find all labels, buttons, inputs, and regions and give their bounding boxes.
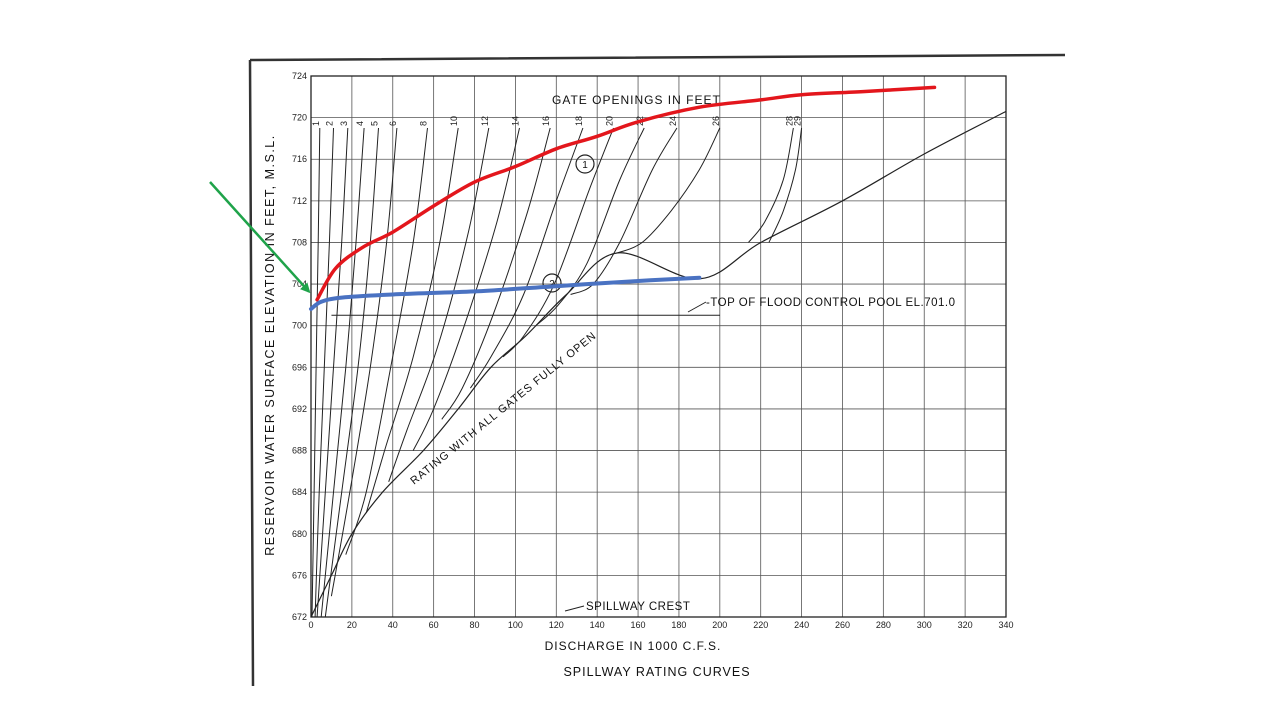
x-tick-label: 100: [508, 620, 523, 630]
gate-label-28: 28: [784, 116, 794, 126]
y-tick-label: 720: [292, 113, 307, 123]
x-tick-label: 80: [470, 620, 480, 630]
gate-label-12: 12: [480, 116, 490, 126]
gate-curve-16: [441, 127, 551, 420]
y-tick-label: 692: [292, 404, 307, 414]
x-tick-label: 320: [958, 620, 973, 630]
x-tick-label: 200: [712, 620, 727, 630]
circled-mark-2: 2: [542, 273, 562, 293]
gate-curve-1: [311, 127, 321, 618]
plot-frame: [310, 75, 1007, 618]
y-tick-label: 712: [292, 196, 307, 206]
x-tick-label: 160: [631, 620, 646, 630]
x-tick-label: 0: [308, 620, 313, 630]
gate-curve-6: [330, 127, 398, 597]
x-tick-label: 60: [429, 620, 439, 630]
gate-label-14: 14: [511, 116, 521, 126]
gate-opening-curves: [311, 127, 803, 618]
gate-curve-14: [412, 127, 520, 451]
y-tick-label: 672: [292, 612, 307, 622]
x-tick-label: 260: [835, 620, 850, 630]
blue-annotation-curve: [309, 275, 702, 311]
gate-label-16: 16: [541, 116, 551, 126]
gate-label-4: 4: [355, 121, 365, 126]
y-tick-label: 724: [292, 71, 307, 81]
gate-curve-24: [570, 127, 678, 295]
gate-curve-4: [320, 127, 365, 618]
y-tick-label: 716: [292, 154, 307, 164]
spillway-crest-leader: [564, 605, 585, 612]
x-tick-label: 280: [876, 620, 891, 630]
chart-title: SPILLWAY RATING CURVES: [563, 665, 750, 679]
gate-label-20: 20: [605, 116, 615, 126]
gate-curve-22: [535, 127, 645, 327]
y-tick-label: 704: [292, 279, 307, 289]
y-tick-label: 684: [292, 487, 307, 497]
x-tick-label: 300: [917, 620, 932, 630]
gate-curve-28: [748, 127, 794, 243]
x-tick-label: 20: [347, 620, 357, 630]
page-border: [248, 53, 1066, 687]
green-arrow: [209, 181, 311, 294]
y-tick-label: 680: [292, 529, 307, 539]
spillway-crest-label: SPILLWAY CREST: [586, 601, 690, 613]
gate-label-10: 10: [449, 116, 459, 126]
circled-mark-1-text: 1: [582, 160, 588, 171]
y-tick-label: 700: [292, 321, 307, 331]
gate-curve-18: [469, 127, 584, 389]
gate-label-26: 26: [711, 116, 721, 126]
gate-label-2: 2: [324, 121, 334, 126]
gate-label-1: 1: [311, 121, 321, 126]
gate-curve-8: [345, 127, 428, 555]
y-tick-label: 688: [292, 446, 307, 456]
gate-label-18: 18: [574, 116, 584, 126]
y-tick-label: 708: [292, 237, 307, 247]
x-tick-label: 40: [388, 620, 398, 630]
gate-openings-label: GATE OPENINGS IN FEET: [552, 93, 721, 107]
x-tick-label: 220: [753, 620, 768, 630]
gate-curve-2: [314, 127, 334, 618]
red-annotation-curve: [315, 85, 937, 302]
x-axis-label: DISCHARGE IN 1000 C.F.S.: [545, 639, 722, 653]
gate-label-29: 29: [793, 116, 803, 126]
gate-label-8: 8: [419, 121, 429, 126]
grid: [310, 75, 1007, 618]
x-tick-label: 180: [671, 620, 686, 630]
x-tick-label: 340: [998, 620, 1013, 630]
gate-curve-5: [324, 127, 379, 618]
gate-label-3: 3: [339, 121, 349, 126]
y-tick-label: 676: [292, 570, 307, 580]
flood-pool-label: -TOP OF FLOOD CONTROL POOL EL.701.0: [706, 297, 955, 309]
y-axis-label: RESERVOIR WATER SURFACE ELEVATION IN FEE…: [263, 134, 277, 555]
x-tick-labels: 0 20 40 60 80 100 120 140 160 180 200 220 240 260 280 3…: [308, 620, 1013, 630]
gate-label-24: 24: [668, 116, 678, 126]
x-tick-label: 140: [590, 620, 605, 630]
y-tick-label: 696: [292, 362, 307, 372]
gate-curve-26: [617, 127, 721, 254]
circled-mark-1: 1: [575, 154, 595, 174]
all-gates-open-curve: [310, 110, 1007, 618]
gate-label-6: 6: [388, 121, 398, 126]
gate-curve-3: [316, 127, 349, 618]
gate-curve-12: [388, 127, 490, 482]
flood-pool-leader: [687, 301, 707, 313]
gate-label-5: 5: [369, 121, 379, 126]
x-tick-label: 240: [794, 620, 809, 630]
y-tick-labels: 672 676 680 684 688 692 696 700 704 708 712 716 720 7…: [292, 71, 307, 622]
gate-curve-29: [768, 127, 803, 243]
x-tick-label: 120: [549, 620, 564, 630]
